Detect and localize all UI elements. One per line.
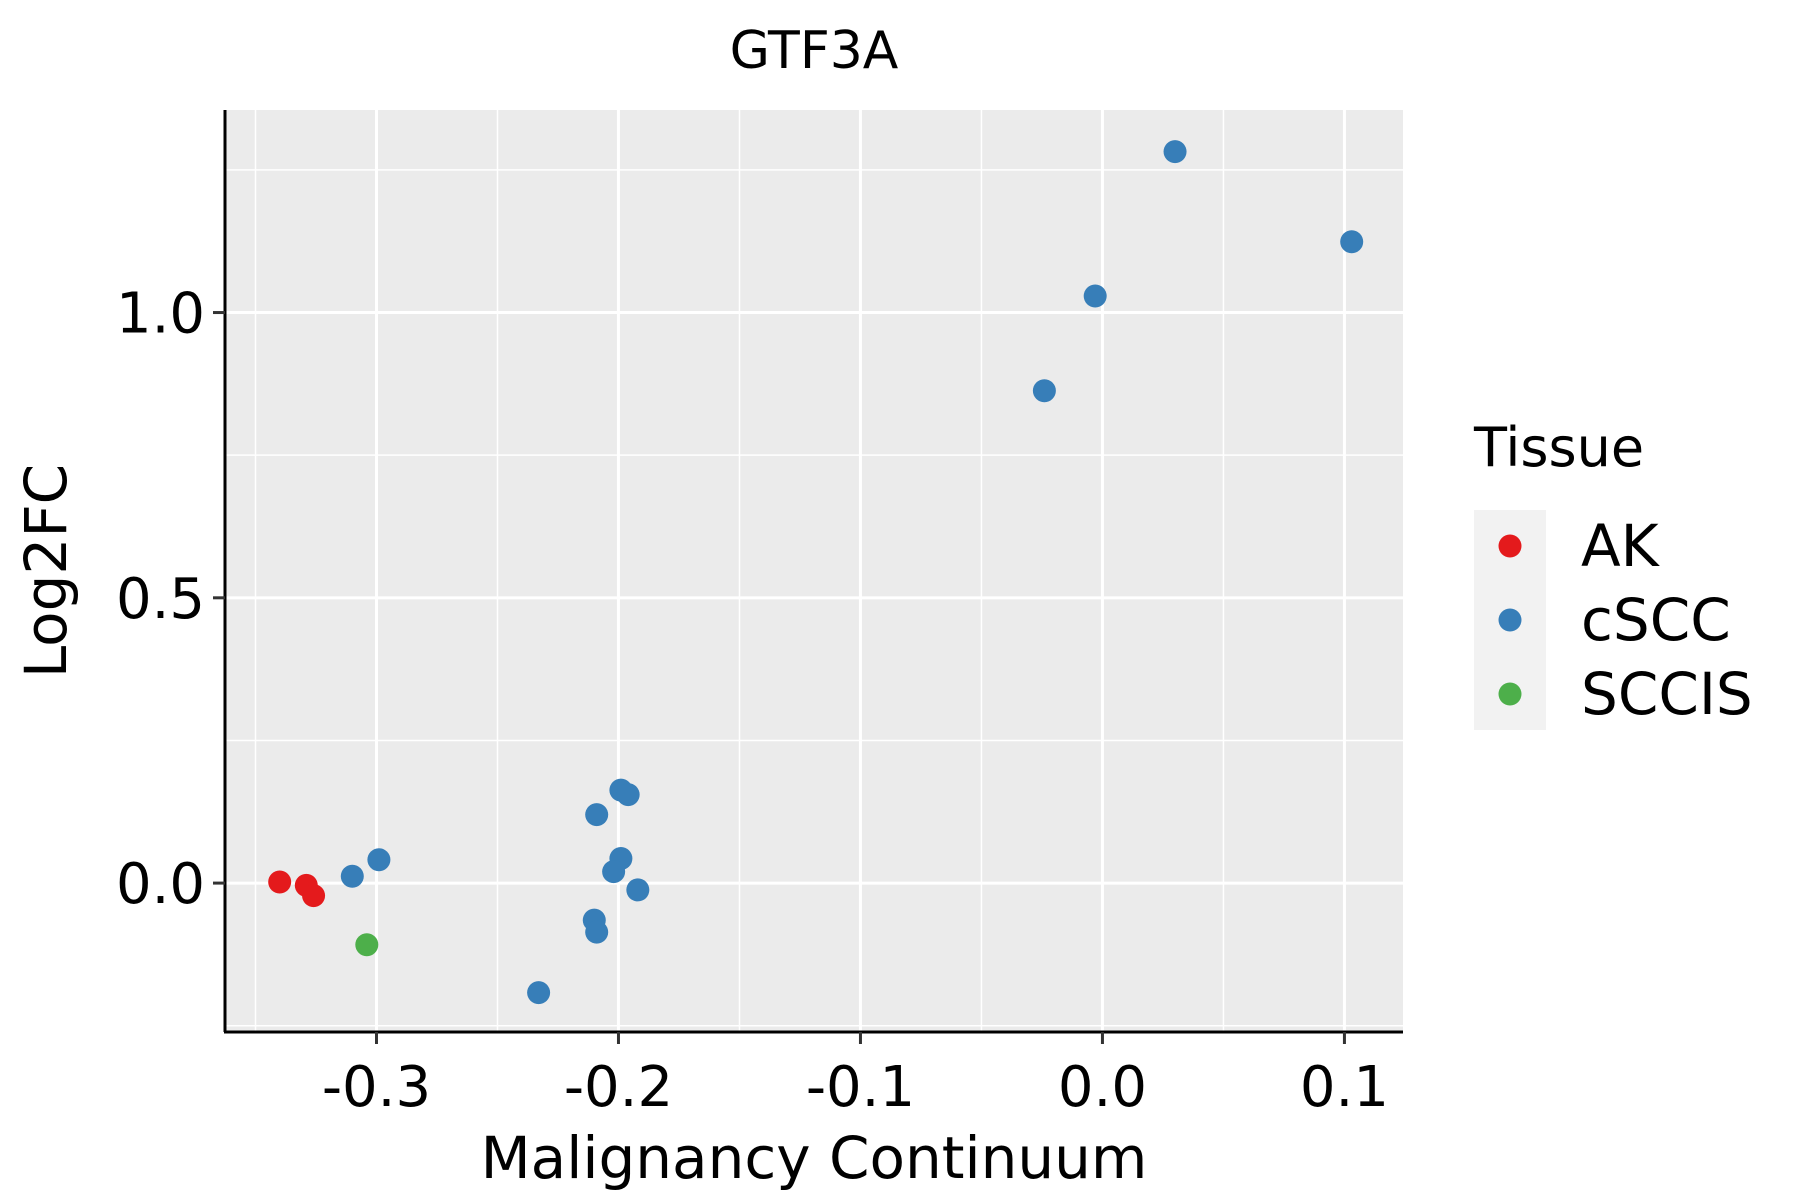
x-tick-label: -0.1 xyxy=(806,1055,915,1120)
x-tick-label: -0.3 xyxy=(322,1055,431,1120)
legend-label-ak: AK xyxy=(1581,512,1661,580)
point-cscc xyxy=(585,920,609,944)
y-tick-label: 0.0 xyxy=(116,852,205,917)
ticks: -0.3 -0.2 -0.1 0.0 0.1 0.0 0.5 1.0 xyxy=(116,282,1389,1120)
y-tick-label: 1.0 xyxy=(116,282,205,347)
legend-label-sccis: SCCIS xyxy=(1581,660,1753,728)
point-ak xyxy=(268,870,292,894)
point-cscc xyxy=(626,878,650,902)
legend-label-cscc: cSCC xyxy=(1581,586,1731,654)
y-tick-label: 0.5 xyxy=(116,567,205,632)
chart-title: GTF3A xyxy=(730,21,899,81)
legend-key-sccis xyxy=(1498,682,1522,706)
x-tick-label: -0.2 xyxy=(564,1055,673,1120)
legend-key-cscc xyxy=(1498,608,1522,632)
x-axis-title: Malignancy Continuum xyxy=(481,1124,1148,1192)
point-cscc xyxy=(1083,284,1107,308)
point-cscc xyxy=(616,783,640,807)
point-cscc xyxy=(1340,230,1364,254)
plot-panel xyxy=(225,110,1403,1032)
point-cscc xyxy=(527,981,551,1005)
grid xyxy=(225,110,1403,1032)
x-tick-label: 0.1 xyxy=(1300,1055,1389,1120)
x-tick-label: 0.0 xyxy=(1058,1055,1147,1120)
point-cscc xyxy=(340,864,364,888)
legend-title: Tissue xyxy=(1473,416,1644,479)
point-cscc xyxy=(602,860,626,884)
point-cscc xyxy=(1163,140,1187,164)
point-ak xyxy=(302,884,326,908)
point-cscc xyxy=(585,803,609,827)
point-sccis xyxy=(355,933,379,957)
legend-key-ak xyxy=(1498,534,1522,558)
y-axis-title: Log2FC xyxy=(12,464,80,678)
point-cscc xyxy=(367,848,391,872)
point-cscc xyxy=(1032,379,1056,403)
points xyxy=(268,140,1364,1005)
